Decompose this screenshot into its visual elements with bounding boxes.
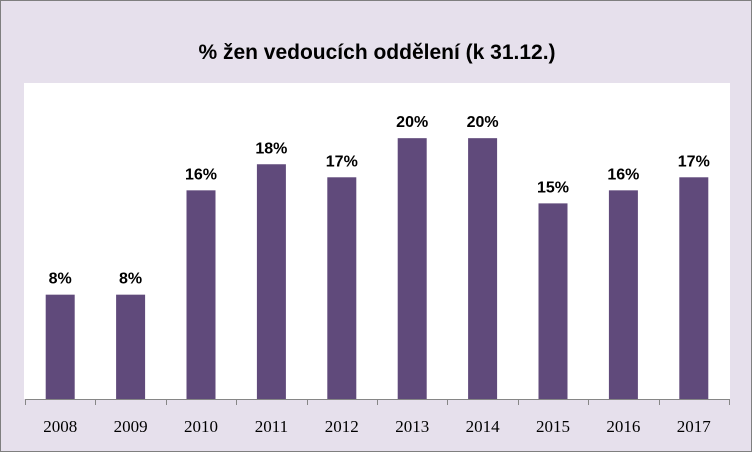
bar-2014 [468,138,498,399]
x-tick-label-2012: 2012 [325,417,359,436]
x-tick-label-2010: 2010 [184,417,218,436]
x-tick-label-2009: 2009 [114,417,148,436]
bar-2013 [397,138,427,399]
data-label-2015: 15% [537,179,569,196]
x-tick-label-2013: 2013 [395,417,429,436]
data-label-2011: 18% [255,140,287,157]
data-label-2016: 16% [607,166,639,183]
bar-2012 [327,177,357,399]
data-label-2010: 16% [185,166,217,183]
x-tick-label-2011: 2011 [255,417,288,436]
bar-2015 [538,203,568,399]
x-tick-label-2017: 2017 [677,417,712,436]
data-label-2017: 17% [678,153,710,170]
data-label-2014: 20% [467,114,499,131]
bar-2016 [608,190,638,399]
x-tick-label-2014: 2014 [466,417,501,436]
bar-2017 [679,177,709,399]
data-label-2012: 17% [326,153,358,170]
x-tick-label-2008: 2008 [43,417,77,436]
x-tick-label-2015: 2015 [536,417,570,436]
bar-2009 [116,294,146,399]
bar-2008 [45,294,75,399]
data-label-2008: 8% [49,271,72,288]
x-tick-label-2016: 2016 [606,417,640,436]
data-label-2013: 20% [396,114,428,131]
bar-2011 [256,164,286,399]
data-label-2009: 8% [119,271,142,288]
bar-2010 [186,190,216,399]
chart-title: % žen vedoucích oddělení (k 31.12.) [198,41,556,64]
